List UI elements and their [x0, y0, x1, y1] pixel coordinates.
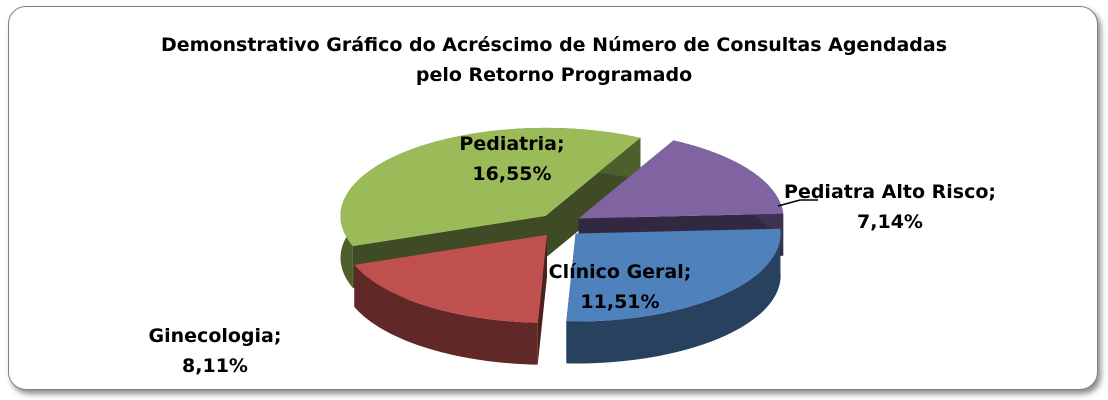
chart-title: Demonstrativo Gráfico do Acréscimo de Nú…	[160, 34, 948, 86]
pie	[340, 127, 784, 365]
data-label: Pediatria; 16,55%	[459, 133, 564, 185]
data-label-value: 16,55%	[472, 163, 551, 185]
data-label-category: Pediatria;	[459, 133, 564, 155]
slice-top	[354, 234, 547, 323]
data-label: Clínico Geral; 11,51%	[549, 261, 692, 313]
labels: Pediatria; 16,55% Pediatra Alto Risco; 7,14…	[149, 133, 996, 377]
data-label-value: 11,51%	[580, 291, 659, 313]
slice-top	[340, 127, 641, 246]
data-label-value: 8,11%	[182, 355, 248, 377]
data-label-category: Clínico Geral;	[549, 261, 692, 283]
data-label: Pediatra Alto Risco; 7,14%	[784, 181, 996, 233]
slice-wall	[566, 228, 781, 364]
slice	[354, 234, 547, 365]
data-label-value: 7,14%	[857, 211, 923, 233]
leader-line	[777, 199, 818, 207]
data-label-category: Ginecologia;	[149, 325, 282, 347]
slice-top	[578, 140, 784, 219]
slice	[566, 228, 781, 364]
slice-top	[566, 228, 781, 322]
data-label: Ginecologia; 8,11%	[149, 325, 282, 377]
data-label-category: Pediatra Alto Risco;	[784, 181, 996, 203]
slice-wall	[354, 264, 538, 365]
